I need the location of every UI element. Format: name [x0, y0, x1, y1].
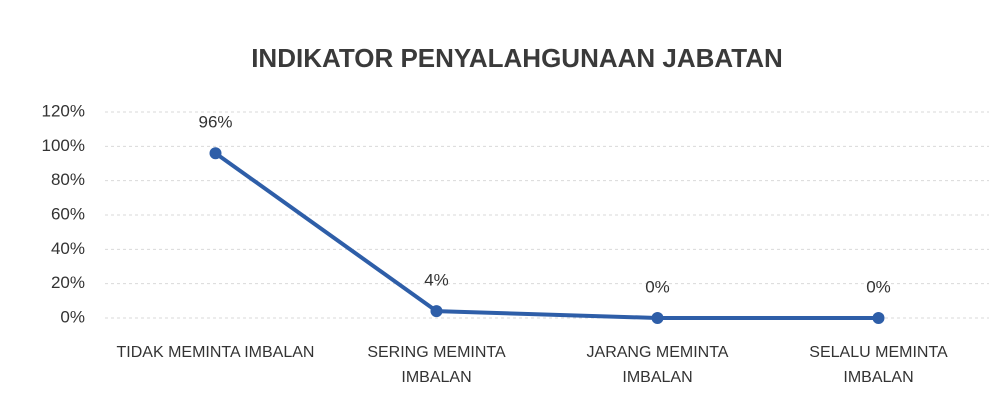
point: [872, 312, 885, 324]
data-label: 0%: [866, 277, 891, 296]
data-label: 96%: [198, 113, 232, 132]
y-tick-label: 120%: [42, 101, 85, 120]
y-tick-label: 0%: [60, 307, 85, 326]
x-tick-label: SELALU MEMINTA IMBALAN: [809, 344, 948, 386]
x-tick-label: SERING MEMINTA IMBALAN: [367, 344, 506, 386]
chart-title: INDIKATOR PENYALAHGUNAAN JABATAN: [251, 43, 783, 73]
y-tick-label: 40%: [51, 239, 85, 258]
y-tick-label: 80%: [51, 170, 85, 189]
point: [651, 312, 664, 324]
y-tick-label: 60%: [51, 204, 85, 223]
y-tick-label: 20%: [51, 273, 85, 292]
point: [209, 147, 222, 160]
point: [430, 305, 443, 318]
line: [214, 151, 879, 320]
x-tick-label: TIDAK MEMINTA IMBALAN: [116, 344, 315, 361]
data-label: 4%: [424, 271, 449, 290]
x-tick-label: JARANG MEMINTA IMBALAN: [586, 344, 729, 386]
data-label: 0%: [645, 277, 670, 296]
y-tick-label: 100%: [42, 136, 85, 155]
